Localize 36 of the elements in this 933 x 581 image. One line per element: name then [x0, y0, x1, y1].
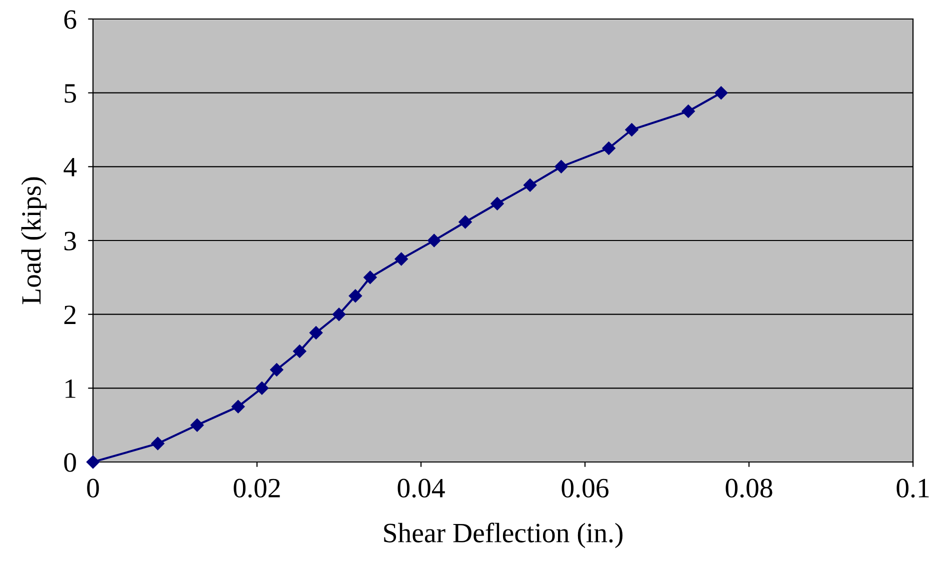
y-axis-title: Load (kips) [21, 177, 46, 304]
point [714, 86, 728, 100]
point [394, 252, 408, 266]
x-axis-title: Shear Deflection (in.) [384, 522, 622, 548]
point [151, 436, 164, 450]
point [625, 123, 638, 136]
y-tick-label: 0 [64, 453, 76, 472]
point [232, 400, 245, 414]
y-tick-label: 1 [66, 379, 76, 398]
point [293, 344, 306, 358]
point [86, 455, 100, 469]
point [309, 326, 323, 340]
point [554, 160, 568, 174]
x-tick-label: 0.08 [726, 478, 772, 498]
point [190, 418, 204, 432]
y-tick-label: 2 [64, 306, 76, 324]
point [428, 234, 441, 248]
y-tick-label: 6 [64, 10, 76, 29]
x-tick-label: 0.04 [398, 478, 445, 498]
point [682, 104, 695, 118]
point [348, 289, 362, 302]
point [332, 308, 346, 321]
point [364, 270, 377, 284]
x-tick-label: 0.02 [234, 478, 280, 498]
point [458, 215, 472, 229]
point [490, 196, 504, 210]
y-tick-label: 4 [64, 158, 77, 176]
point [270, 363, 284, 376]
y-tick-label: 3 [64, 232, 76, 250]
point [255, 382, 269, 395]
y-tick-label: 5 [64, 84, 76, 103]
x-tick-label: 0 [87, 478, 99, 498]
point [523, 178, 537, 192]
point [602, 142, 616, 155]
x-tick-label: 0.06 [562, 478, 608, 498]
x-tick-label: 0.1 [896, 478, 929, 498]
